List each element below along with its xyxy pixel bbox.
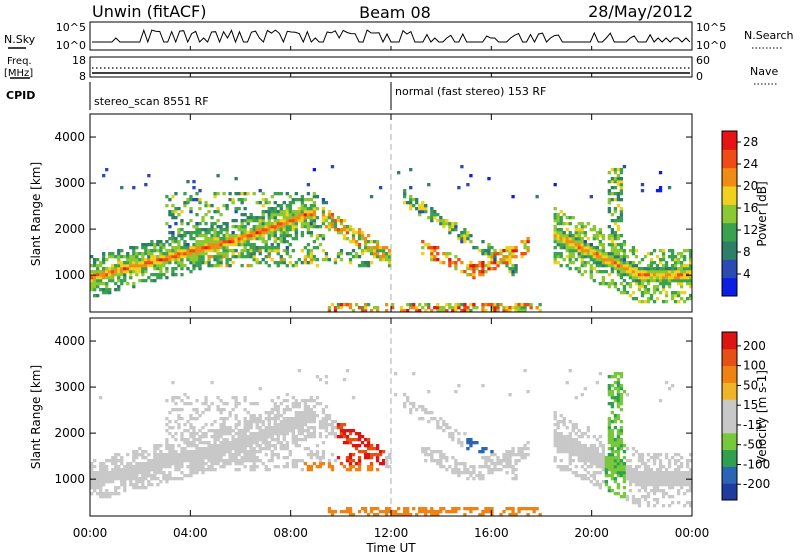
power-colorbar-label: Power [dB] (755, 181, 769, 246)
nave-tick-bottom: 0 (696, 70, 703, 83)
date-title: 28/May/2012 (588, 2, 693, 21)
xtick-label: 08:00 (273, 526, 308, 540)
velocity-colorbar-tick: -200 (743, 477, 770, 491)
nsky-panel: N.Sky 10^5 10^0 10^5 10^0 N.Search (4, 21, 794, 77)
power-ytick-label: 4000 (54, 130, 85, 144)
xtick-label: 16:00 (474, 526, 509, 540)
velocity-colorbar-segment (722, 466, 737, 484)
xtick-label: 00:00 (73, 526, 108, 540)
velocity-colorbar-segment (722, 365, 737, 383)
power-colorbar-segment (722, 167, 737, 187)
velocity-colorbar-segment (722, 332, 737, 350)
power-colorbar-segment (722, 186, 737, 205)
velocity-colorbar-label: Velocity [m s-1] (755, 370, 769, 464)
velocity-colorbar-segment (722, 416, 737, 434)
power-data (90, 165, 693, 313)
velocity-colorbar-segment (722, 483, 737, 501)
velocity-ytick-label: 1000 (54, 472, 85, 486)
cpid-label: CPID (6, 89, 35, 102)
beam-title: Beam 08 (359, 3, 431, 22)
velocity-colorbar-tick: 100 (743, 359, 766, 373)
power-colorbar-tick: 28 (743, 135, 758, 149)
velocity-ytick-label: 4000 (54, 334, 85, 348)
cpid-mode-2: normal (fast stereo) 153 RF (395, 85, 546, 98)
nave-label: Nave (750, 65, 778, 78)
velocity-colorbar-segment (722, 449, 737, 467)
velocity-colorbar-tick: -15 (743, 418, 763, 432)
nsky-tick-bottom: 10^0 (56, 39, 86, 52)
power-colorbar-segment (722, 131, 737, 150)
power-colorbar-segment (722, 277, 737, 297)
nsearch-label: N.Search (744, 29, 794, 42)
velocity-colorbar-segment (722, 399, 737, 417)
velocity-panel: 1000 2000 3000 4000 00:00 04:00 08:00 12:00 16:… (29, 317, 710, 554)
freq-tick-bottom: 8 (79, 70, 86, 83)
velocity-colorbar-segment (722, 348, 737, 367)
freq-unit: [MHz] (4, 68, 33, 79)
power-ytick-label: 1000 (54, 268, 85, 282)
cpid-mode-1: stereo_scan 8551 RF (94, 95, 209, 108)
nave-tick-top: 60 (696, 54, 710, 67)
xtick-label: 12:00 (374, 526, 409, 540)
velocity-colorbar-tick: 200 (743, 339, 766, 353)
nsearch-tick-bottom: 10^0 (696, 39, 726, 52)
xaxis-label: Time UT (365, 541, 416, 554)
velocity-ylabel: Slant Range [km] (29, 365, 43, 469)
power-colorbar-tick: 4 (743, 267, 751, 281)
nsky-tick-top: 10^5 (56, 21, 86, 34)
cpid-panel: CPID stereo_scan 8551 RF normal (fast st… (6, 82, 546, 110)
nsearch-tick-top: 10^5 (696, 21, 726, 34)
power-colorbar-tick: 12 (743, 223, 758, 237)
velocity-colorbar-tick: -50 (743, 438, 763, 452)
power-colorbar-tick: 24 (743, 157, 758, 171)
power-colorbar-tick: 20 (743, 179, 758, 193)
power-ylabel: Slant Range [km] (29, 162, 43, 266)
freq-tick-top: 18 (72, 54, 86, 67)
power-panel: 1000 2000 3000 4000 Slant Range [km] (29, 113, 693, 313)
power-colorbar-tick: 8 (743, 245, 751, 259)
power-colorbar-segment (722, 259, 737, 279)
power-colorbar: 4 8 12 16 20 24 28 Power [dB] (721, 130, 769, 297)
velocity-colorbar-segment (722, 382, 737, 400)
xtick-label: 00:00 (675, 526, 710, 540)
power-colorbar-segment (722, 149, 737, 169)
velocity-colorbar-tick: 15 (743, 398, 758, 412)
velocity-ytick-label: 2000 (54, 426, 85, 440)
velocity-ytick-label: 3000 (54, 380, 85, 394)
xtick-label: 20:00 (574, 526, 609, 540)
velocity-colorbar: 200 100 50 15 -15 -50 -100 -200 Velocity [m s-1… (721, 331, 770, 501)
velocity-colorbar-tick: -100 (743, 457, 770, 471)
velocity-colorbar-tick: 50 (743, 378, 758, 392)
nsky-label: N.Sky (4, 33, 36, 46)
freq-panel: Freq. [MHz] 18 8 60 0 Nave (4, 54, 778, 85)
power-colorbar-segment (722, 241, 737, 260)
power-colorbar-segment (722, 222, 737, 242)
velocity-data (90, 369, 693, 517)
power-ytick-label: 2000 (54, 222, 85, 236)
freq-label: Freq. (7, 56, 32, 67)
velocity-colorbar-segment (722, 432, 737, 451)
power-colorbar-tick: 16 (743, 201, 758, 215)
power-colorbar-segment (722, 204, 737, 224)
station-title: Unwin (fitACF) (92, 2, 206, 21)
power-ytick-label: 3000 (54, 176, 85, 190)
nsky-trace (92, 28, 691, 44)
xtick-label: 04:00 (173, 526, 208, 540)
